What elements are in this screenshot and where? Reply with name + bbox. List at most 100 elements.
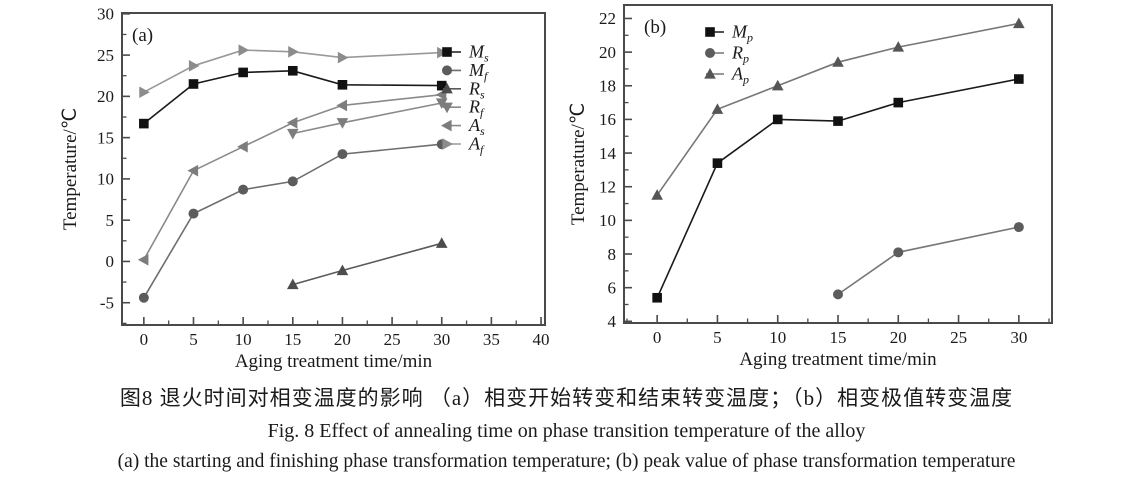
series-line-Mf: [143, 143, 442, 299]
series-marker-Rp: [893, 247, 904, 258]
series-marker-Mf: [138, 292, 149, 303]
x-tick-label: 15: [284, 330, 301, 349]
series-marker-Mf: [337, 149, 348, 160]
legend-label-Ms: Ms: [468, 42, 489, 65]
x-tick-label: 0: [653, 328, 662, 347]
series-marker-As: [336, 99, 348, 112]
series-marker-Ms: [287, 65, 298, 76]
caption-chinese: 图8 退火时间对相变温度的影响 （a）相变开始转变和结束转变温度；（b）相变极值…: [119, 386, 1014, 410]
series-marker-Rs: [435, 237, 448, 248]
y-tick-label: 30: [97, 5, 114, 24]
series-marker-Ap: [892, 41, 905, 52]
series-marker-Rp: [1013, 222, 1024, 233]
series-marker-Mp: [712, 158, 723, 168]
series-marker-As: [137, 253, 149, 266]
x-tick-label: 30: [1010, 328, 1027, 347]
x-axis-label: Aging treatment time/min: [235, 351, 433, 372]
series-marker-Mp: [833, 116, 843, 126]
x-axis-label: Aging treatment time/min: [739, 349, 937, 370]
series-marker-As: [286, 116, 298, 129]
series-marker-Mf: [188, 208, 199, 219]
legend-label-Rp: Rp: [731, 43, 749, 66]
series-line-Ap: [656, 22, 1019, 196]
y-tick-label: 16: [599, 110, 616, 129]
y-tick-label: 6: [608, 278, 617, 297]
legend-marker-Rs: [441, 82, 453, 94]
y-tick-label: 12: [599, 177, 616, 196]
series-marker-Ap: [711, 103, 724, 114]
series-marker-Ap: [832, 56, 844, 67]
legend-label-Mf: Mf: [468, 60, 489, 83]
chart-b: 0 5 10 15 20 25 30 4 6 8 10 12 14 16 18 20 22 Aging treat…: [566, 0, 1133, 380]
panel-label: (b): [644, 17, 666, 38]
series-line-Rp: [837, 226, 1019, 296]
series-marker-Ap: [1013, 17, 1025, 29]
y-tick-label: 20: [599, 43, 616, 62]
series-marker-Ms: [436, 80, 447, 91]
legend-marker-Mp: [705, 27, 715, 37]
chart-b-svg: 0 5 10 15 20 25 30 4 6 8 10 12 14 16 18 20 22 Aging treat…: [568, 4, 1053, 370]
legend-marker-Mf: [442, 65, 452, 76]
series-marker-Ms: [188, 79, 199, 89]
y-axis-label: Temperature/℃: [568, 103, 589, 225]
series-marker-Rf: [435, 98, 448, 109]
y-tick-label: 10: [599, 211, 616, 230]
series-marker-Ms: [238, 67, 248, 78]
series-marker-Ms: [139, 118, 149, 129]
panel-label: (a): [132, 25, 153, 46]
x-tick-label: 10: [235, 330, 252, 349]
y-tick-label: 22: [599, 9, 616, 28]
y-tick-label: -5: [100, 293, 114, 312]
series-line-Rf: [292, 102, 442, 135]
series-marker-As: [187, 164, 199, 177]
x-tick-label: 5: [189, 330, 198, 349]
x-tick-label: 30: [433, 330, 450, 349]
legend-marker-As: [441, 119, 452, 132]
series-marker-Ap: [771, 79, 784, 91]
series-line-Mp: [656, 78, 1019, 299]
x-tick-label: 35: [483, 330, 500, 349]
legend-marker-Af: [442, 138, 453, 150]
series-line-As: [143, 93, 442, 261]
series-marker-Af: [188, 60, 200, 72]
y-tick-label: 25: [97, 46, 114, 65]
series-marker-Rs: [286, 278, 299, 290]
y-tick-label: 0: [106, 252, 115, 271]
x-tick-label: 5: [713, 328, 722, 347]
series-marker-Mf: [287, 176, 298, 187]
legend-marker-Rp: [705, 48, 715, 58]
x-tick-label: 0: [140, 330, 149, 349]
x-tick-label: 40: [533, 330, 550, 349]
y-tick-label: 10: [97, 170, 114, 189]
x-tick-label: 10: [769, 328, 786, 347]
x-tick-label: 20: [334, 330, 351, 349]
series-marker-Af: [139, 86, 150, 99]
x-tick-label: 20: [890, 328, 907, 347]
caption-subtitle: (a) the starting and finishing phase tra…: [117, 451, 1016, 473]
series-marker-Rp: [833, 289, 843, 300]
series-line-Af: [143, 49, 442, 93]
charts-row: 0 5 10 15 20 25 30 35 40 -5 0 5 10 15 20 25 30 Aging trea…: [0, 0, 1133, 380]
series-line-Rs: [292, 242, 442, 286]
y-tick-label: 18: [599, 77, 616, 96]
y-tick-label: 14: [599, 144, 617, 163]
y-tick-label: 8: [608, 245, 617, 264]
series-marker-Mf: [238, 184, 249, 195]
series-marker-Af: [288, 45, 299, 58]
legend-label-Ap: Ap: [731, 64, 749, 87]
series-marker-Mp: [652, 292, 662, 303]
chart-a: 0 5 10 15 20 25 30 35 40 -5 0 5 10 15 20 25 30 Aging trea…: [0, 0, 566, 380]
series-marker-Af: [337, 51, 349, 64]
series-marker-Mp: [893, 97, 904, 108]
series-marker-Rf: [286, 128, 299, 140]
series-marker-Mp: [1014, 74, 1024, 84]
y-axis-label: Temperature/℃: [60, 108, 81, 230]
y-tick-label: 15: [97, 128, 114, 147]
series-marker-Rf: [336, 118, 349, 129]
series-line-Ms: [143, 69, 442, 125]
series-marker-Ms: [337, 80, 348, 90]
series-marker-Mp: [772, 114, 783, 125]
series-marker-Rs: [336, 264, 349, 276]
